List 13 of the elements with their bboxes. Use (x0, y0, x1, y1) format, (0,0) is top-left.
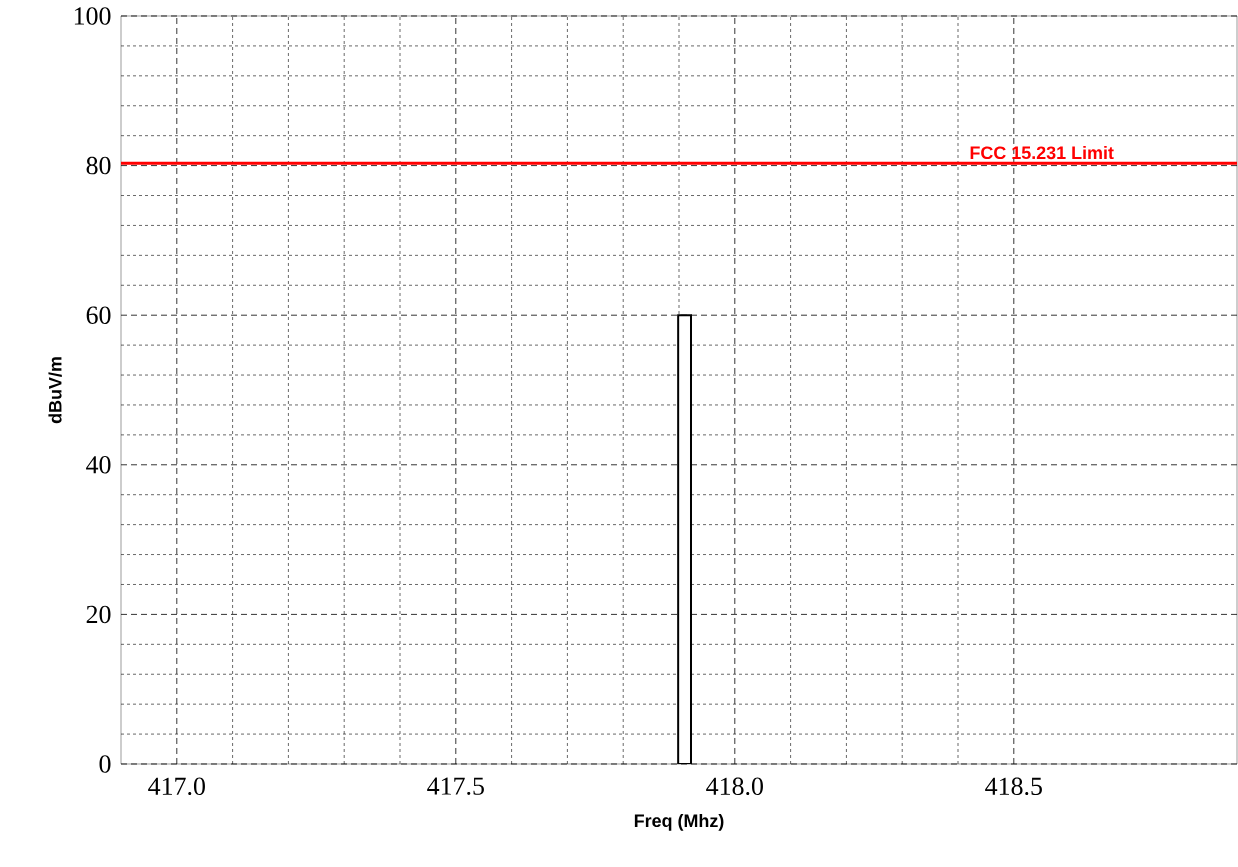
x-axis-title: Freq (Mhz) (634, 813, 724, 831)
y-axis-title: dBuV/m (48, 357, 62, 424)
x-tick-label: 417.0 (148, 777, 205, 796)
y-tick-label: 80 (86, 156, 111, 175)
x-tick-label: 417.5 (427, 777, 484, 795)
y-tick-label: 20 (86, 605, 111, 624)
x-tick-label: 418.5 (985, 777, 1042, 796)
y-tick-label: 40 (86, 456, 111, 474)
y-tick-label: 0 (99, 755, 111, 773)
y-tick-label: 60 (86, 306, 111, 324)
x-tick-label: 418.0 (706, 777, 763, 796)
y-tick-label: 100 (74, 7, 111, 25)
ref-line-label: FCC 15.231 Limit (970, 145, 1114, 160)
